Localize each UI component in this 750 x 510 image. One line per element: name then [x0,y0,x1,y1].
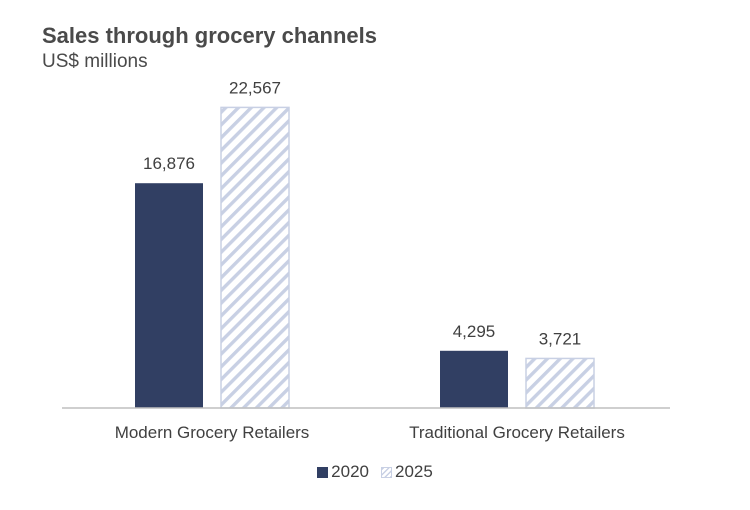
legend: 2020 2025 [0,462,750,482]
x-tick-label-0: Modern Grocery Retailers [115,423,310,442]
data-label-2020-0: 16,876 [143,154,195,173]
data-label-2025-0: 22,567 [229,78,281,97]
bar-2020-1 [440,350,508,408]
legend-label-2020: 2020 [331,462,369,481]
legend-item-2025: 2025 [381,462,433,482]
x-tick-label-1: Traditional Grocery Retailers [409,423,625,442]
legend-swatch-2025 [381,466,392,478]
bar-2025-0 [220,106,290,409]
data-label-2025-1: 3,721 [539,329,582,348]
bar-2020-0 [135,183,203,408]
chart-subtitle: US$ millions [42,51,148,72]
bar-2025-1 [525,357,595,409]
data-label-2020-1: 4,295 [453,322,496,341]
chart-title: Sales through grocery channels [42,23,377,48]
legend-label-2025: 2025 [395,462,433,481]
legend-item-2020: 2020 [317,462,369,482]
legend-swatch-2020 [317,466,329,478]
